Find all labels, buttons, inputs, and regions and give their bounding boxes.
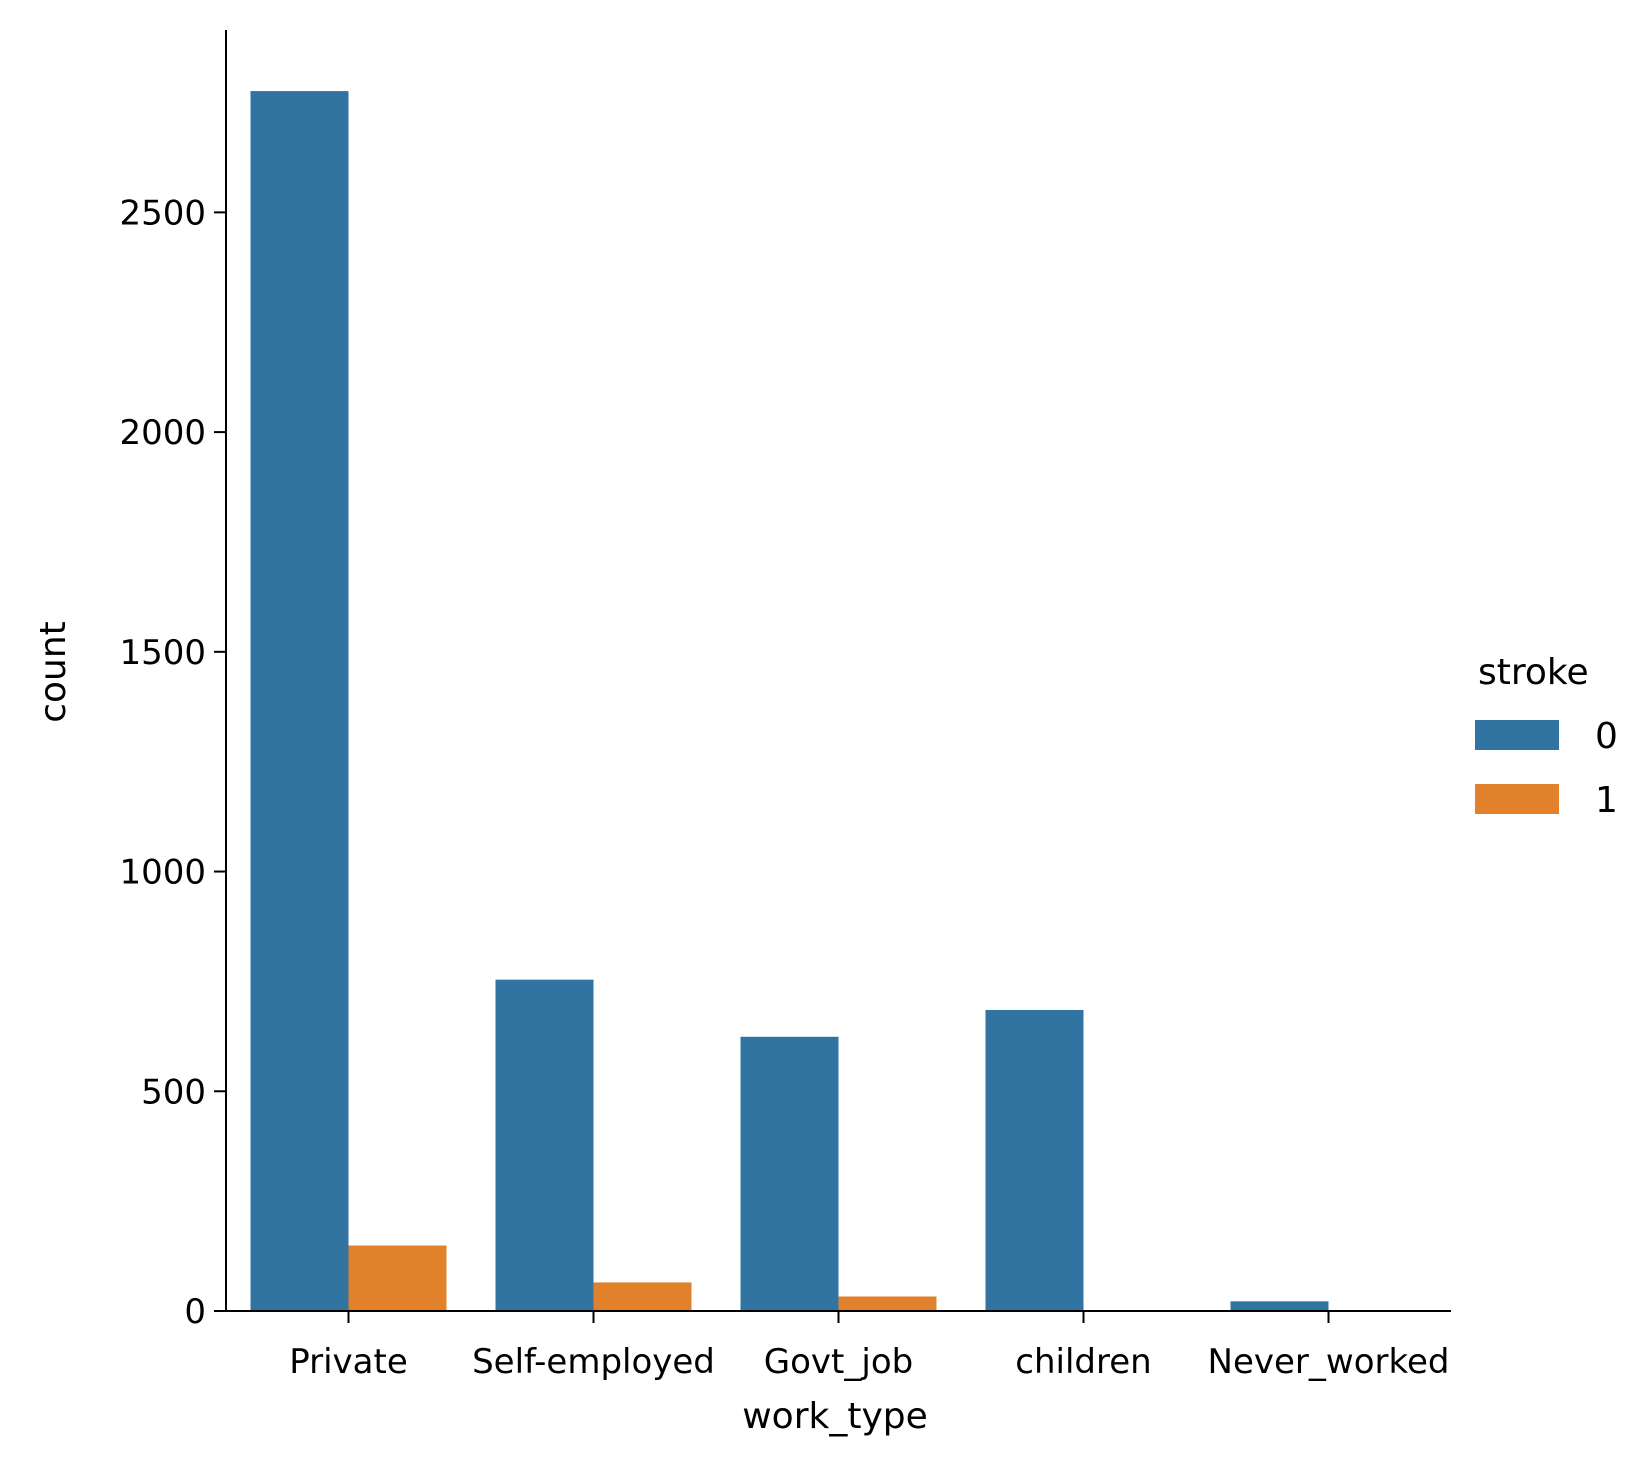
- bar-children-series-0: [985, 1009, 1084, 1311]
- bar-self-employed-series-1: [593, 1282, 692, 1311]
- bar-never-worked-series-0: [1230, 1301, 1329, 1311]
- x-tick-label: Self-employed: [472, 1342, 715, 1382]
- x-axis-title: work_type: [742, 1396, 928, 1437]
- legend-swatch-0: [1475, 720, 1559, 750]
- x-tick-label: Private: [289, 1342, 408, 1382]
- x-tick-label: Never_worked: [1208, 1342, 1450, 1382]
- legend-label-0: 0: [1595, 716, 1618, 757]
- y-axis-title: count: [33, 621, 74, 723]
- y-tick-label: 0: [184, 1292, 206, 1332]
- bar-govt-job-series-1: [838, 1296, 937, 1311]
- x-tick-label: children: [1015, 1342, 1151, 1382]
- legend-title: stroke: [1478, 652, 1589, 693]
- y-tick-label: 500: [141, 1072, 206, 1112]
- axes-layer: 0 500 1000 1500 2000 2500 Private Self-employed…: [119, 30, 1451, 1382]
- bars-layer: [250, 91, 1329, 1311]
- legend-swatch-1: [1475, 784, 1559, 814]
- legend-label-1: 1: [1595, 780, 1618, 821]
- x-tick-label: Govt_job: [764, 1342, 913, 1382]
- y-tick-label: 1500: [119, 633, 206, 673]
- bar-private-series-0: [250, 91, 349, 1311]
- y-tick-label: 1000: [119, 853, 206, 893]
- y-tick-label: 2000: [119, 413, 206, 453]
- legend-items: 01: [1475, 716, 1618, 821]
- bar-self-employed-series-0: [495, 979, 594, 1311]
- legend: stroke 01: [1475, 652, 1618, 821]
- bar-govt-job-series-0: [740, 1036, 839, 1311]
- y-tick-label: 2500: [119, 193, 206, 233]
- bar-private-series-1: [348, 1245, 447, 1311]
